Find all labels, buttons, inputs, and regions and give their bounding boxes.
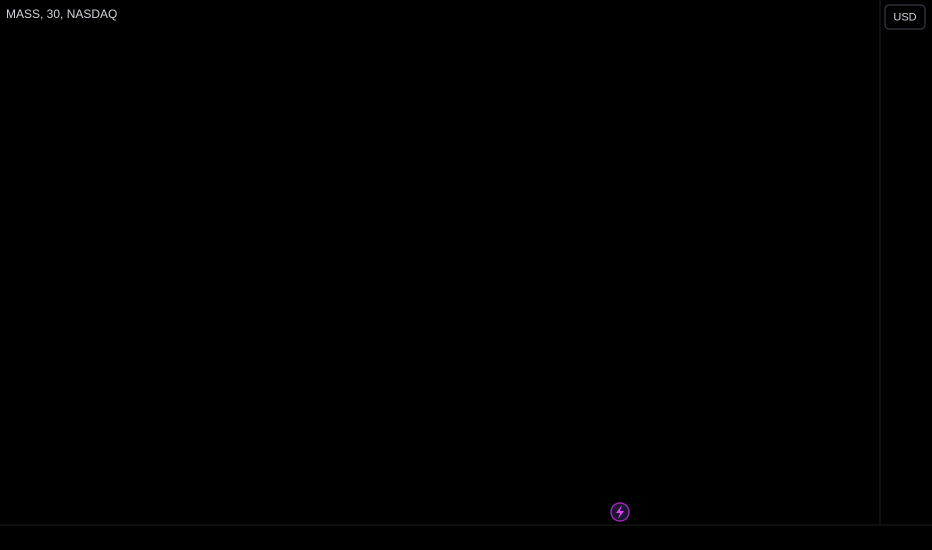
lightning-icon[interactable] [610,502,630,522]
axes [0,0,932,526]
currency-label[interactable]: USD [893,11,916,23]
chart-title: MASS, 30, NASDAQ [6,7,117,21]
currency-button[interactable] [884,4,926,30]
